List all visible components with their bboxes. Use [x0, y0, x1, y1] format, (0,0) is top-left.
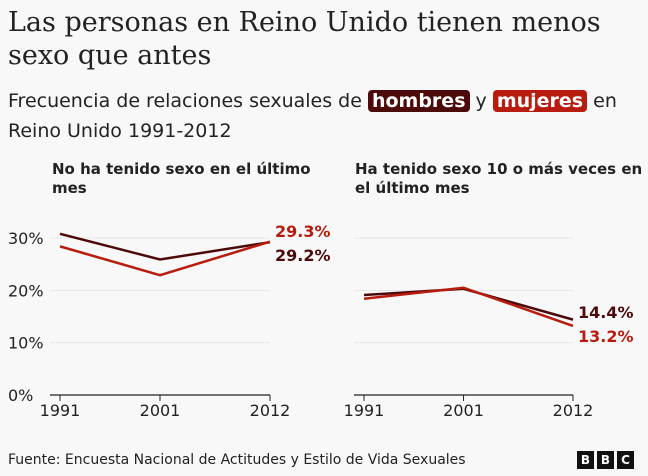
x-tick-label: 1991	[40, 401, 81, 420]
x-tick-label: 2001	[140, 401, 181, 420]
chart-title: Las personas en Reino Unido tienen menos…	[8, 7, 601, 71]
legend-women: mujeres	[492, 90, 588, 112]
chart-subtitle: Frecuencia de relaciones sexuales de hom…	[8, 86, 648, 146]
panel-title-right: Ha tenido sexo 10 o más veces en el últi…	[355, 160, 643, 197]
data-label: 29.2%	[275, 246, 331, 265]
source-footer: Fuente: Encuesta Nacional de Actitudes y…	[8, 452, 466, 468]
series-line-mujeres	[59, 240, 271, 277]
x-tick-label: 2012	[250, 401, 291, 420]
x-tick-label: 1991	[344, 401, 385, 420]
subtitle-text: en Reino Unido 1991-2012	[8, 90, 617, 142]
subtitle-text: y	[469, 90, 493, 112]
series-line-hombres	[59, 232, 271, 261]
data-label: 14.4%	[578, 303, 634, 322]
x-tick-label: 2012	[553, 401, 594, 420]
y-tick-label: 30%	[8, 229, 44, 248]
y-tick-label: 0%	[8, 386, 33, 405]
y-tick-label: 20%	[8, 281, 44, 300]
legend-men: hombres	[367, 90, 470, 112]
panel-title-left: No ha tenido sexo en el último mes	[52, 160, 311, 197]
series-line-mujeres	[363, 286, 574, 328]
x-tick-label: 2001	[443, 401, 484, 420]
y-tick-label: 10%	[8, 334, 44, 353]
data-label: 29.3%	[275, 222, 331, 241]
subtitle-text: Frecuencia de relaciones sexuales de	[8, 90, 368, 112]
data-label: 13.2%	[578, 327, 634, 346]
